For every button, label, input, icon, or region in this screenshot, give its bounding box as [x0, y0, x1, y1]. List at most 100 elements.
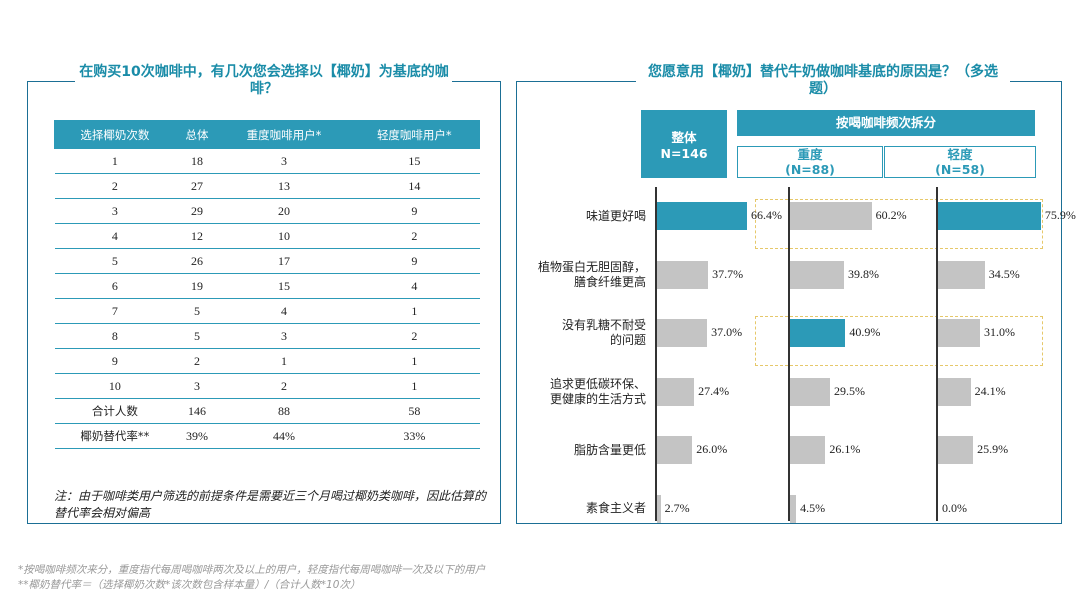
left-panel-top-line-right — [452, 81, 500, 82]
data-label: 2.7% — [664, 500, 690, 515]
category-label-line: 膳食纤维更高 — [573, 274, 646, 289]
data-label: 25.9% — [977, 442, 1009, 456]
table-cell: 椰奶替代率** — [54, 423, 176, 449]
bar — [938, 319, 981, 347]
left-panel-title: 在购买10次咖啡中，有几次您会选择以【椰奶】为基底的咖啡？ — [79, 64, 449, 97]
category-label: 没有乳糖不耐受 的问题 — [500, 318, 646, 348]
table-cell: 9 — [349, 248, 480, 274]
table-cell: 2 — [218, 373, 350, 399]
split-header-label: 按喝咖啡频次拆分 — [835, 115, 936, 130]
table-header-cell: 总体 — [174, 120, 220, 149]
table-cell: 5 — [54, 248, 176, 274]
left-panel — [27, 81, 501, 524]
table-cell: 5 — [175, 323, 219, 349]
table-row: 4 12 10 2 — [54, 223, 480, 249]
table-cell: 20 — [218, 198, 350, 224]
light-header: 轻度 (N=58) — [884, 146, 1036, 178]
table-row: 3 29 20 9 — [54, 198, 480, 224]
table-cell: 2 — [349, 323, 480, 349]
bar — [657, 202, 747, 230]
data-label: 37.0% — [711, 325, 743, 339]
heavy-header: 重度 (N=88) — [737, 146, 883, 178]
bar — [790, 260, 844, 289]
right-panel-top-line-right — [1010, 81, 1061, 82]
category-label-line: 素食主义者 — [585, 501, 646, 515]
category-label: 脂肪含量更低 — [500, 443, 646, 458]
table-row: 合计人数 146 88 58 — [54, 398, 480, 424]
left-panel-top-line-left — [27, 81, 75, 82]
right-panel-title: 您愿意用【椰奶】替代牛奶做咖啡基底的原因是？（多选题） — [648, 64, 998, 97]
table-cell: 44% — [218, 423, 350, 449]
bar — [938, 377, 971, 406]
category-label: 素食主义者 — [500, 501, 646, 516]
table-cell: 27 — [175, 173, 219, 199]
table-cell: 1 — [349, 348, 480, 374]
data-label: 75.9% — [1044, 208, 1076, 222]
table-cell: 18 — [175, 148, 219, 174]
category-label-line: 植物蛋白无胆固醇， — [537, 259, 646, 274]
table-row: 6 19 15 4 — [54, 273, 480, 299]
table-row: 2 27 13 14 — [54, 173, 480, 199]
bar — [657, 377, 695, 406]
table-cell: 33% — [349, 423, 480, 449]
axis-line — [936, 187, 938, 521]
bar — [938, 436, 974, 464]
highlight-box — [755, 316, 1043, 366]
table-cell: 3 — [54, 198, 176, 224]
category-label: 味道更好喝 — [500, 209, 646, 224]
table-cell: 146 — [175, 398, 219, 424]
heavy-header-n: (N=88) — [785, 162, 835, 177]
light-header-label: 轻度 — [947, 147, 973, 162]
table-cell: 3 — [175, 373, 219, 399]
axis-line — [655, 187, 657, 521]
data-label: 29.5% — [833, 383, 865, 398]
category-label-line: 追求更低碳环保、 — [549, 376, 646, 391]
table-cell: 8 — [54, 323, 176, 349]
table-cell: 3 — [218, 323, 350, 349]
data-label: 39.8% — [847, 266, 879, 281]
table-cell: 14 — [349, 173, 480, 199]
table-cell: 10 — [218, 223, 350, 249]
data-label: 60.2% — [875, 208, 907, 222]
data-label: 37.7% — [712, 266, 744, 281]
table-cell: 9 — [349, 198, 480, 224]
footnote-1: *按喝咖啡频次来分，重度指代每周喝咖啡两次及以上的用户，轻度指代每周喝咖啡一次及… — [18, 564, 486, 576]
table-row: 10 3 2 1 — [54, 373, 480, 399]
table-header-cell: 选择椰奶次数 — [54, 120, 176, 149]
data-label: 26.1% — [829, 442, 861, 456]
table-header-cell: 轻度咖啡用户* — [348, 120, 481, 149]
table-cell: 12 — [175, 223, 219, 249]
bar — [790, 377, 830, 406]
table-cell: 4 — [349, 273, 480, 299]
table-cell: 13 — [218, 173, 350, 199]
bar — [790, 436, 826, 464]
table-cell: 合计人数 — [54, 398, 176, 424]
bar — [790, 319, 846, 347]
bar — [938, 260, 985, 289]
data-label: 0.0% — [942, 500, 967, 515]
table-cell: 88 — [218, 398, 350, 424]
table-cell: 1 — [54, 148, 176, 174]
category-label-line: 没有乳糖不耐受 — [561, 318, 646, 332]
table-cell: 6 — [54, 273, 176, 299]
highlight-box — [755, 199, 1043, 249]
bar — [657, 494, 661, 523]
table-cell: 4 — [218, 298, 350, 324]
table-cell: 4 — [54, 223, 176, 249]
category-label-line: 脂肪含量更低 — [573, 442, 646, 457]
data-label: 40.9% — [849, 325, 881, 339]
table-cell: 15 — [218, 273, 350, 299]
bar — [938, 202, 1041, 230]
table-row: 5 26 17 9 — [54, 248, 480, 274]
light-header-n: (N=58) — [935, 162, 985, 177]
right-panel-top-line-left — [516, 81, 636, 82]
table-row: 1 18 3 15 — [54, 148, 480, 174]
bar — [657, 436, 693, 464]
table-cell: 7 — [54, 298, 176, 324]
table-cell: 1 — [349, 373, 480, 399]
table-row: 椰奶替代率** 39% 44% 33% — [54, 423, 480, 449]
table-cell: 29 — [175, 198, 219, 224]
